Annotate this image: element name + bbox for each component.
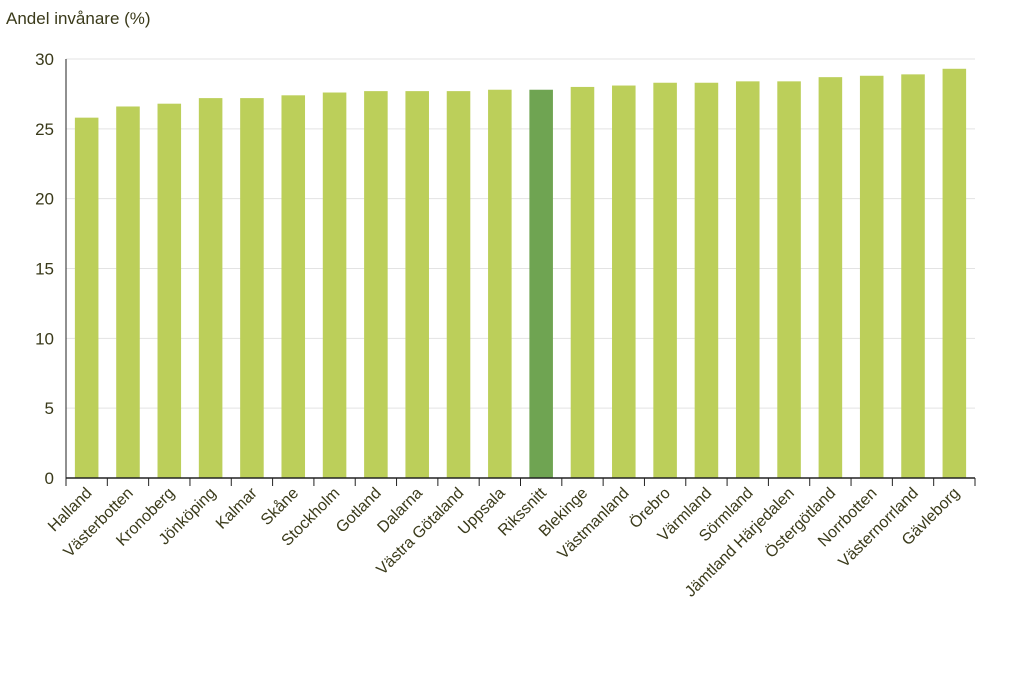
bar-8 <box>405 91 429 478</box>
x-tick-label: Östergötland <box>762 484 840 562</box>
x-tick-label: Gotland <box>333 485 385 537</box>
bar-10 <box>488 89 512 478</box>
bar-4 <box>240 98 264 479</box>
x-tick-labels: HallandVästerbottenKronobergJönköpingKal… <box>45 484 963 601</box>
y-tick-label: 0 <box>45 469 54 488</box>
bar-9 <box>446 91 471 478</box>
bar-3 <box>198 98 223 479</box>
y-tick-labels: 0 5 10 15 20 25 30 <box>35 50 54 488</box>
y-tick-label: 25 <box>35 120 54 139</box>
bar-18 <box>818 77 843 478</box>
bar-0 <box>74 117 99 478</box>
bar-13 <box>612 85 636 478</box>
bar-21 <box>942 68 967 478</box>
bar-17 <box>777 81 801 478</box>
y-tick-label: 5 <box>45 399 54 418</box>
bar-20 <box>901 74 925 478</box>
bar-14 <box>653 82 677 478</box>
bar-15 <box>694 82 719 478</box>
bar-7 <box>364 91 388 478</box>
y-tick-label: 10 <box>35 329 54 348</box>
y-axis-label: Andel invånare (%) <box>6 9 151 28</box>
bar-16 <box>735 81 760 478</box>
y-tick-label: 15 <box>35 260 54 279</box>
bar-11 <box>529 89 553 478</box>
bar-6 <box>322 92 347 479</box>
bar-1 <box>116 106 140 478</box>
y-tick-label: 20 <box>35 190 54 209</box>
bars <box>74 68 967 479</box>
axes <box>65 59 976 486</box>
bar-12 <box>570 86 595 478</box>
bar-5 <box>281 95 306 479</box>
bar-2 <box>157 103 182 479</box>
y-tick-label: 30 <box>35 50 54 69</box>
bar-19 <box>859 75 884 478</box>
x-tick-label: Kalmar <box>213 484 261 532</box>
